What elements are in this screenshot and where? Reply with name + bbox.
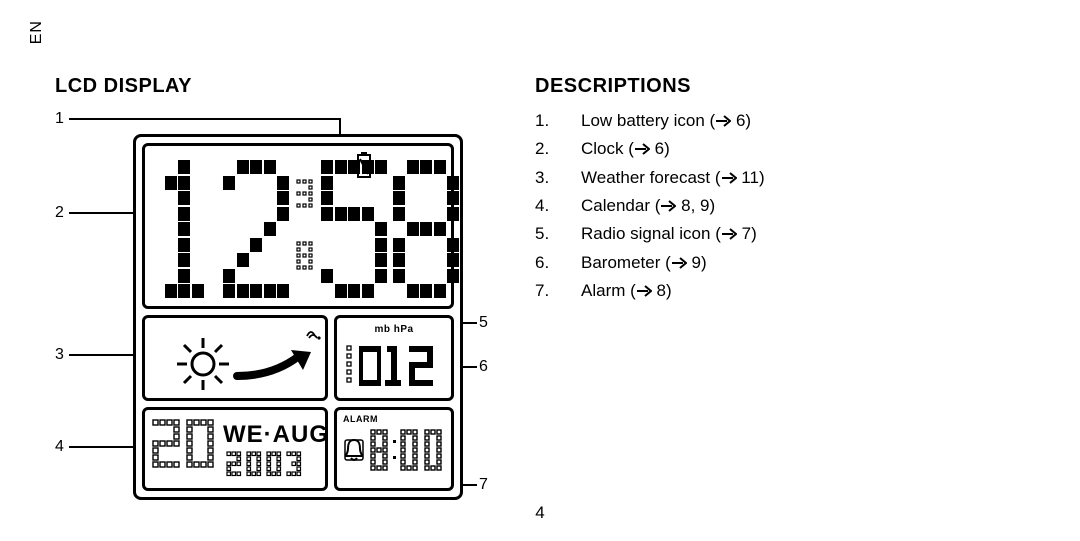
svg-text:WE·AUG: WE·AUG [223,421,325,448]
desc-num: 2. [535,136,581,164]
bell-icon [343,438,365,467]
lcd-display-heading: Lcd Display [55,75,505,98]
arrow-icon [721,223,737,249]
lcd-frame: mb hPa [133,134,463,500]
desc-label: Clock [581,139,624,158]
paren-close: ) [666,281,672,300]
sun-icon [175,336,231,397]
desc-text: Radio signal icon ( 7) [581,221,1035,249]
arrow-icon [636,280,652,306]
desc-row-2: 2. Clock ( 6) [535,136,1035,164]
leader-1-h [69,118,339,120]
desc-label: Radio signal icon [581,224,710,243]
callout-7: 7 [479,476,488,494]
calendar-zone: WE·AUG [142,407,328,491]
callout-3: 3 [55,346,64,364]
clock-digit-2 [223,160,289,298]
descriptions-list: 1. Low battery icon ( 6) 2. Clock ( 6) 3… [535,108,1035,306]
callout-6: 6 [479,358,488,376]
arrow-icon [721,167,737,193]
desc-label: Barometer [581,253,660,272]
clock-digit-4 [393,160,459,298]
desc-ref: 8, 9 [681,196,709,215]
desc-ref: 7 [742,224,751,243]
desc-row-3: 3. Weather forecast ( 11) [535,165,1035,193]
desc-text: Clock ( 6) [581,136,1035,164]
arrow-icon [715,110,731,136]
paren-close: ) [664,139,670,158]
barometer-zone: mb hPa [334,315,454,401]
desc-text: Low battery icon ( 6) [581,108,1035,136]
desc-num: 5. [535,221,581,249]
callout-4: 4 [55,438,64,456]
paren-close: ) [701,253,707,272]
leader-3-h [69,354,143,356]
seconds-bottom-icon [295,240,315,284]
desc-num: 1. [535,108,581,136]
barometer-digits [345,342,445,392]
seconds-top-icon [295,178,315,222]
alarm-label: ALARM [343,414,378,424]
arrow-icon [660,195,676,221]
desc-ref: 11 [741,168,759,187]
desc-ref: 9 [692,253,701,272]
desc-text: Barometer ( 9) [581,250,1035,278]
desc-row-6: 6. Barometer ( 9) [535,250,1035,278]
weather-zone [142,315,328,401]
paren-close: ) [751,224,757,243]
paren-close: ) [710,196,716,215]
radio-signal-icon [305,322,325,342]
desc-ref: 8 [657,281,666,300]
paren-close: ) [745,111,751,130]
paren-close: ) [759,168,765,187]
callout-2: 2 [55,204,64,222]
callout-1: 1 [55,110,64,128]
desc-num: 4. [535,193,581,221]
leader-4 [69,446,133,448]
trend-arrow-icon [233,346,319,387]
desc-row-4: 4. Calendar ( 8, 9) [535,193,1035,221]
barometer-unit-label: mb hPa [337,324,451,335]
clock-colon-seconds [295,160,315,298]
desc-text: Weather forecast ( 11) [581,165,1035,193]
desc-label: Low battery icon [581,111,705,130]
desc-row-1: 1. Low battery icon ( 6) [535,108,1035,136]
clock-zone [142,143,454,309]
language-tab: EN [28,20,46,44]
desc-num: 6. [535,250,581,278]
leader-2 [69,212,133,214]
desc-ref: 6 [736,111,745,130]
desc-label: Weather forecast [581,168,710,187]
arrow-icon [671,252,687,278]
desc-ref: 6 [655,139,664,158]
desc-label: Alarm [581,281,625,300]
arrow-icon [634,138,650,164]
clock-digits [151,160,451,298]
desc-num: 3. [535,165,581,193]
desc-text: Calendar ( 8, 9) [581,193,1035,221]
clock-digit-3 [321,160,387,298]
page-number: 4 [535,503,544,523]
left-column: Lcd Display 1 2 3 4 5 6 7 [55,75,505,528]
alarm-zone: ALARM [334,407,454,491]
desc-text: Alarm ( 8) [581,278,1035,306]
descriptions-heading: Descriptions [535,75,1035,98]
right-column: Descriptions 1. Low battery icon ( 6) 2.… [535,75,1035,306]
callout-5: 5 [479,314,488,332]
clock-digit-1 [151,160,217,298]
desc-row-5: 5. Radio signal icon ( 7) [535,221,1035,249]
alarm-time [369,426,451,484]
calendar-content: WE·AUG [149,414,325,488]
desc-num: 7. [535,278,581,306]
lcd-diagram: 1 2 3 4 5 6 7 [55,108,505,528]
desc-row-7: 7. Alarm ( 8) [535,278,1035,306]
desc-label: Calendar [581,196,650,215]
